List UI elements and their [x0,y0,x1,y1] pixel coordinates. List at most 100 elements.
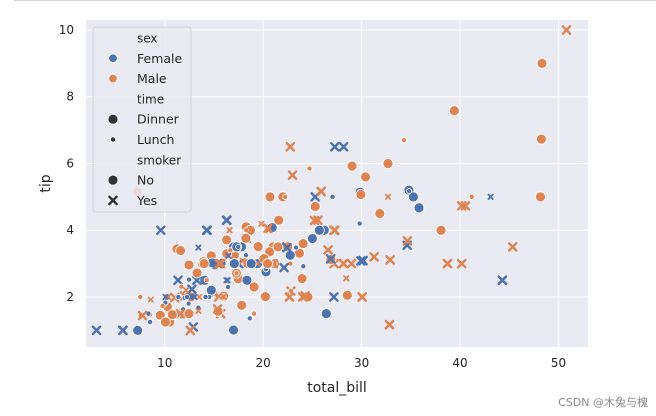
data-point [118,325,128,336]
x-marker-stroke [118,325,128,336]
x-marker-stroke [247,227,254,234]
x-marker-stroke [224,277,231,284]
data-point [374,208,386,219]
data-point [313,224,325,236]
data-point [185,325,196,336]
data-point [185,300,192,307]
data-point [166,309,178,321]
data-point [330,225,340,236]
x-marker-stroke [346,258,357,269]
data-point [182,287,190,294]
data-point [385,255,395,265]
data-point [225,252,232,259]
data-point [196,293,203,300]
data-point [497,275,508,286]
data-points [91,25,572,336]
x-marker-stroke [384,193,392,200]
legend-label: Dinner [137,112,180,127]
data-point [224,277,231,284]
data-point [186,276,193,283]
data-point [341,289,353,301]
x-marker-stroke [507,242,518,252]
legend-marker [108,195,118,206]
x-marker-stroke [214,258,224,269]
data-point [487,193,494,200]
data-point [561,25,572,35]
data-point [260,291,271,303]
x-marker-stroke [195,244,202,251]
x-marker-stroke [330,225,340,236]
x-marker-stroke [402,236,413,246]
legend-label: No [137,173,154,188]
data-point [435,224,447,236]
data-point [202,225,212,236]
data-point [306,165,313,172]
data-point [309,201,321,212]
data-point [360,171,371,183]
data-point [325,254,336,264]
data-point [191,293,198,300]
data-point [205,284,217,296]
data-point [156,225,166,236]
x-marker-stroke [202,225,212,236]
watermark: CSDN @木兔与槐 [558,396,648,409]
x-marker-stroke [330,141,340,152]
legend-marker [107,174,119,186]
data-point [320,308,332,320]
data-point [400,137,407,144]
data-point [282,242,292,253]
x-marker-stroke [338,258,349,269]
data-point [175,308,186,319]
x-marker-stroke [173,275,183,286]
x-marker-stroke [338,141,349,152]
x-marker-stroke [91,325,102,336]
data-point [329,292,339,302]
x-marker-stroke [265,227,272,234]
x-marker-stroke [182,287,190,294]
x-marker-stroke [456,201,467,211]
legend-label: Yes [136,193,157,208]
x-marker-stroke [191,293,198,300]
data-point [248,281,260,293]
x-marker-stroke [147,296,154,303]
data-point [240,232,252,244]
legend-label: Female [137,51,183,66]
data-point [287,287,294,294]
x-marker-stroke [196,293,203,300]
x-marker-stroke [384,319,395,330]
x-marker-stroke [487,193,494,200]
data-point [223,277,230,284]
data-point [264,191,276,203]
data-point [265,227,272,234]
x-marker-stroke [222,215,232,226]
data-point [137,310,148,321]
data-point [357,292,367,302]
data-point [406,188,413,195]
x-marker-stroke [156,225,166,236]
data-point [258,220,265,227]
data-point [297,292,308,302]
data-point [384,193,392,200]
x-marker-stroke [220,293,227,300]
data-point [215,293,222,300]
data-point [137,293,144,300]
data-point [456,258,467,269]
x-tick-label: 40 [452,356,467,370]
data-point [243,252,250,259]
data-point [214,258,224,269]
data-point [282,193,289,200]
data-point [382,158,394,169]
x-marker-stroke [137,310,148,321]
x-marker-stroke [284,292,295,302]
data-point [132,324,144,336]
legend-title: sex [137,32,158,46]
y-tick-label: 6 [66,156,74,170]
data-point [173,275,183,286]
data-point [247,227,254,234]
data-point [226,227,233,234]
data-point [251,310,258,317]
data-point [535,191,546,203]
data-point [191,267,203,279]
x-marker-stroke [325,254,336,264]
data-point [338,258,349,269]
